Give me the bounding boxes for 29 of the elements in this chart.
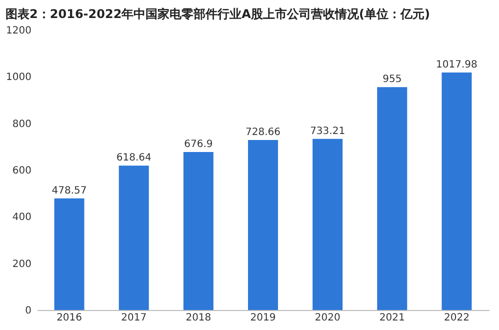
data-label: 1017.98 xyxy=(436,59,478,70)
bar xyxy=(312,138,343,310)
x-tick-label: 2016 xyxy=(56,312,82,324)
bar xyxy=(54,198,84,310)
bar xyxy=(377,87,408,310)
y-tick-label: 1000 xyxy=(6,72,32,84)
x-tick-label: 2019 xyxy=(250,312,276,324)
y-tick-label: 600 xyxy=(12,166,32,176)
x-tick-label: 2018 xyxy=(186,312,212,324)
bar xyxy=(183,152,214,310)
y-tick-label: 1200 xyxy=(6,26,32,36)
data-label: 733.21 xyxy=(310,126,346,137)
data-label: 618.64 xyxy=(116,152,152,164)
data-label: 676.9 xyxy=(184,139,213,150)
x-tick-label: 2021 xyxy=(379,312,405,324)
x-tick-label: 2022 xyxy=(444,312,470,324)
data-label: 728.66 xyxy=(246,126,280,138)
y-tick-label: 400 xyxy=(12,212,32,224)
x-tick-label: 2020 xyxy=(314,312,340,324)
chart-title: 图表2：2016-2022年中国家电零部件行业A股上市公司营收情况(单位：亿元) xyxy=(6,7,430,21)
bar xyxy=(442,72,472,310)
x-tick-label: 2017 xyxy=(121,312,147,324)
bar xyxy=(118,166,149,310)
data-label: 478.57 xyxy=(52,185,87,196)
y-tick-label: 0 xyxy=(25,306,32,316)
bar xyxy=(248,140,278,310)
data-label: 955 xyxy=(382,74,402,86)
y-tick-label: 800 xyxy=(12,118,32,130)
y-tick-label: 200 xyxy=(12,258,32,270)
